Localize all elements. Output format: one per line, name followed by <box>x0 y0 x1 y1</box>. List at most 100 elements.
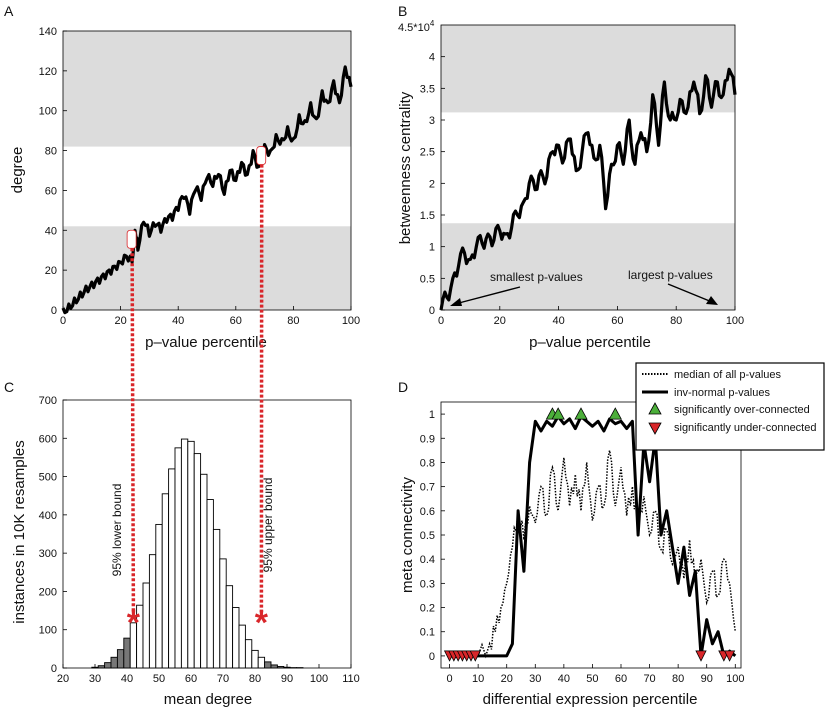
c-x-tick-label: 30 <box>89 673 101 685</box>
b-y-tick-label: 2.5 <box>420 147 435 159</box>
c-y-tick-label: 400 <box>39 510 57 522</box>
d-x-tick-label: 40 <box>558 673 570 685</box>
c-x-tick-label: 70 <box>217 673 229 685</box>
bound-marker-a <box>126 229 137 249</box>
d-y-tick-label: 0.3 <box>420 578 435 590</box>
bound-marker-a <box>256 146 267 165</box>
x-axis-label-b: p–value percentile <box>529 334 651 351</box>
x-axis-label-c: mean degree <box>164 691 252 708</box>
d-y-tick-label: 0.8 <box>420 457 435 469</box>
under-connected-marker <box>723 650 736 662</box>
shaded-band-a <box>63 31 351 147</box>
b-x-tick-label: 20 <box>494 315 506 327</box>
c-x-tick-label: 50 <box>153 673 165 685</box>
a-y-tick-label: 100 <box>39 106 57 118</box>
histogram-bar <box>142 582 150 669</box>
d-x-tick-label: 30 <box>529 673 541 685</box>
b-y-tick-label: 0 <box>429 305 435 317</box>
legend-under-label: significantly under-connected <box>674 422 816 434</box>
c-y-tick-label: 700 <box>39 395 57 407</box>
panel-label-d: D <box>398 379 408 395</box>
d-y-tick-label: 0.9 <box>420 433 435 445</box>
under-connected-marker <box>695 650 707 662</box>
histogram-bar <box>155 523 163 669</box>
a-x-tick-label: 100 <box>342 315 360 327</box>
a-y-tick-label: 60 <box>45 185 57 197</box>
d-y-tick-label: 0.1 <box>420 627 435 639</box>
d-y-tick-label: 0.7 <box>420 482 435 494</box>
histogram-bar <box>161 493 170 669</box>
a-y-tick-label: 20 <box>45 265 57 277</box>
median-line <box>449 450 737 659</box>
histogram-bar <box>276 666 285 669</box>
histogram-bar <box>270 664 278 669</box>
b-y-tick-label: 3.5 <box>420 83 435 95</box>
legend: median of all p-values inv-normal p-valu… <box>635 362 825 451</box>
x-axis-label-a: p–value percentile <box>145 334 267 351</box>
b-y-tick-label: 2 <box>429 178 435 190</box>
d-x-tick-label: 50 <box>586 673 598 685</box>
a-y-tick-label: 80 <box>45 146 57 158</box>
c-y-tick-label: 500 <box>39 472 57 484</box>
a-y-tick-label: 0 <box>51 305 57 317</box>
y-axis-label-c: instances in 10K resamples <box>11 440 28 623</box>
d-x-tick-label: 100 <box>726 673 744 685</box>
c-x-tick-label: 20 <box>57 673 69 685</box>
histogram-bar <box>174 447 182 669</box>
c-x-tick-label: 40 <box>121 673 133 685</box>
histogram-bar <box>283 666 291 669</box>
a-y-tick-label: 120 <box>39 66 57 78</box>
arrowhead-largest <box>706 296 718 305</box>
a-x-tick-label: 40 <box>172 315 184 327</box>
c-y-tick-label: 0 <box>51 663 57 675</box>
histogram-bar <box>110 656 118 669</box>
inv-normal-line <box>449 415 737 658</box>
b-y-tick-label: 0.5 <box>420 273 435 285</box>
d-y-tick-label: 0.5 <box>420 530 435 542</box>
c-x-tick-label: 80 <box>249 673 261 685</box>
bound-asterisk: * <box>255 604 269 642</box>
b-plot-frame <box>440 24 736 311</box>
b-y-tick-label: 1 <box>429 242 435 254</box>
degree-line <box>61 65 353 315</box>
legend-invnormal-label: inv-normal p-values <box>674 387 770 399</box>
a-x-tick-label: 80 <box>287 315 299 327</box>
c-x-tick-label: 60 <box>185 673 197 685</box>
histogram-bar <box>168 468 176 669</box>
under-connected-marker <box>469 650 481 662</box>
a-y-tick-label: 140 <box>39 26 57 38</box>
histogram-bar <box>104 662 112 669</box>
legend-under-marker <box>648 422 662 435</box>
d-x-tick-label: 80 <box>672 673 684 685</box>
d-y-tick-label: 0.4 <box>420 554 435 566</box>
arrowhead-smallest <box>450 298 462 306</box>
a-x-tick-label: 20 <box>114 315 126 327</box>
legend-box <box>635 362 825 451</box>
histogram-bar <box>244 639 253 669</box>
c-y-tick-label: 200 <box>39 586 57 598</box>
histogram-bar <box>225 585 234 669</box>
histogram-bar <box>91 666 99 669</box>
histogram-bar <box>219 558 227 669</box>
histogram-bar <box>123 637 131 669</box>
arrow-smallest <box>454 286 521 305</box>
c-x-tick-label: 100 <box>310 673 328 685</box>
histogram-bar <box>251 649 259 669</box>
annotation-largest: largest p-values <box>628 268 713 282</box>
d-x-tick-label: 10 <box>472 673 484 685</box>
annotation-smallest: smallest p-values <box>490 270 583 284</box>
legend-median-label: median of all p-values <box>674 369 782 381</box>
upper-bound-label: 95% upper bound <box>261 478 275 573</box>
histogram-bar <box>193 453 202 669</box>
y-max-exponent: 4 <box>430 19 435 28</box>
histogram-bar <box>238 624 246 669</box>
a-y-tick-label: 40 <box>45 225 57 237</box>
histogram-bar <box>187 440 195 669</box>
c-y-tick-label: 300 <box>39 548 57 560</box>
d-x-tick-label: 0 <box>447 673 453 685</box>
a-plot-frame <box>62 30 352 311</box>
legend-over-label: significantly over-connected <box>674 404 810 416</box>
betweenness-line <box>439 67 737 311</box>
